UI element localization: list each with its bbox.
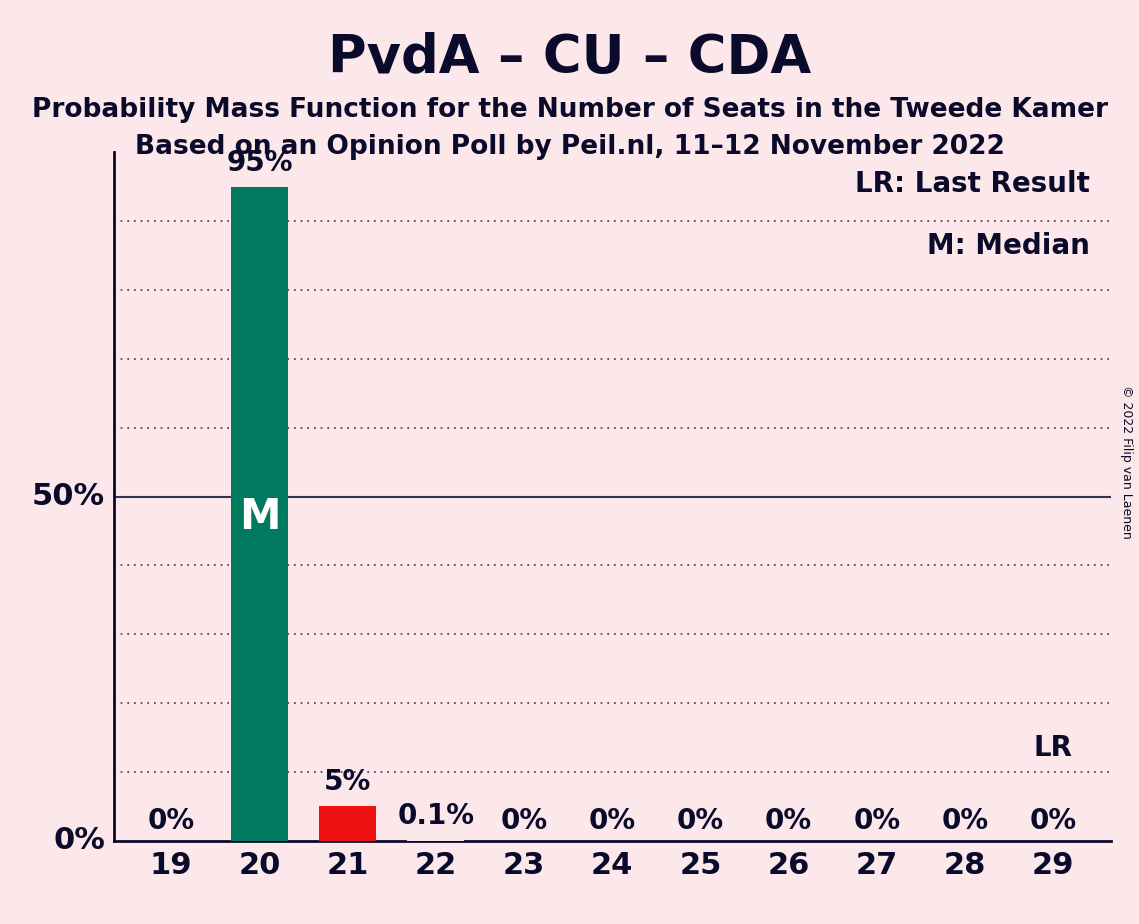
Text: 0%: 0% (1030, 808, 1076, 835)
Text: 95%: 95% (227, 149, 293, 176)
Bar (319, 807, 376, 841)
Text: 0.1%: 0.1% (398, 802, 474, 830)
Text: LR: Last Result: LR: Last Result (855, 170, 1090, 198)
Text: PvdA – CU – CDA: PvdA – CU – CDA (328, 32, 811, 84)
Text: 5%: 5% (323, 768, 371, 796)
Text: 0%: 0% (853, 808, 900, 835)
Text: © 2022 Filip van Laenen: © 2022 Filip van Laenen (1121, 385, 1133, 539)
Text: 0%: 0% (54, 826, 105, 856)
Bar (231, 187, 288, 841)
Text: 50%: 50% (32, 482, 105, 511)
Text: 0%: 0% (148, 808, 195, 835)
Text: 0%: 0% (677, 808, 724, 835)
Text: 0%: 0% (942, 808, 989, 835)
Text: M: Median: M: Median (927, 232, 1090, 260)
Text: 0%: 0% (765, 808, 812, 835)
Text: Probability Mass Function for the Number of Seats in the Tweede Kamer: Probability Mass Function for the Number… (32, 97, 1107, 123)
Text: M: M (239, 496, 280, 539)
Text: LR: LR (1034, 734, 1073, 761)
Text: 0%: 0% (500, 808, 548, 835)
Text: 0%: 0% (589, 808, 636, 835)
Text: Based on an Opinion Poll by Peil.nl, 11–12 November 2022: Based on an Opinion Poll by Peil.nl, 11–… (134, 134, 1005, 160)
